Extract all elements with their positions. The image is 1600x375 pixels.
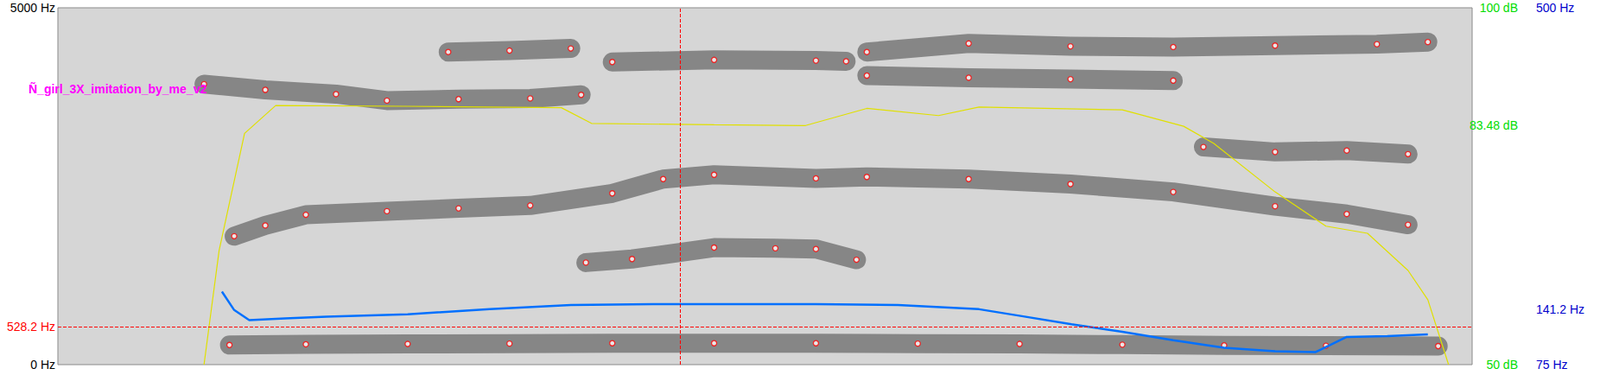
svg-text:528.2 Hz: 528.2 Hz — [6, 319, 56, 334]
svg-text:141.2 Hz: 141.2 Hz — [1536, 302, 1585, 317]
svg-text:50 dB: 50 dB — [1485, 357, 1518, 372]
svg-text:5000 Hz: 5000 Hz — [10, 0, 56, 15]
svg-text:100 dB: 100 dB — [1479, 0, 1518, 15]
svg-text:83.48 dB: 83.48 dB — [1469, 118, 1518, 133]
svg-text:500 Hz: 500 Hz — [1536, 0, 1575, 15]
svg-text:Ñ_girl_3X_imitation_by_me_v2: Ñ_girl_3X_imitation_by_me_v2 — [28, 81, 207, 96]
svg-text:75 Hz: 75 Hz — [1536, 357, 1569, 372]
svg-text:0 Hz: 0 Hz — [30, 357, 56, 372]
